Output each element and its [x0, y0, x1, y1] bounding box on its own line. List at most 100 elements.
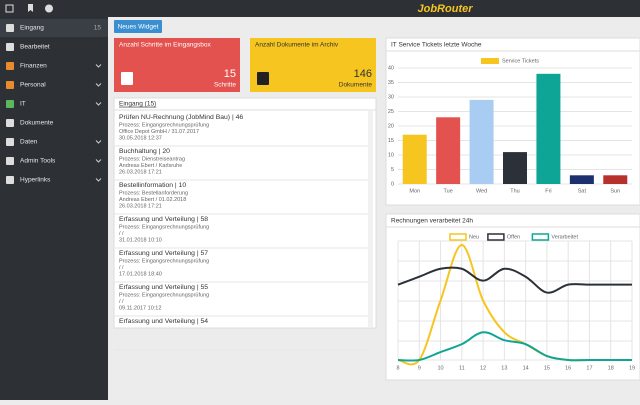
- icon[interactable]: [6, 24, 14, 32]
- icon[interactable]: [5, 4, 14, 13]
- widget-unit: Schritte: [214, 82, 236, 89]
- menu-label[interactable]: Admin Tools: [20, 158, 56, 165]
- icon[interactable]: [28, 4, 33, 12]
- widget-value: 146: [354, 68, 372, 80]
- x-tick-label: 19: [629, 365, 635, 371]
- item-title[interactable]: Erfassung und Verteilung | 57: [119, 250, 208, 257]
- item-title[interactable]: Erfassung und Verteilung | 54: [119, 318, 208, 325]
- icon[interactable]: [6, 157, 14, 165]
- menu-label[interactable]: Personal: [20, 82, 46, 89]
- grid: [398, 240, 632, 361]
- badge: 15: [94, 25, 102, 32]
- menu-label[interactable]: Bearbeitet: [20, 44, 50, 51]
- menu-label[interactable]: Finanzen: [20, 63, 47, 70]
- menu-label[interactable]: Hyperlinks: [20, 177, 51, 184]
- bar: [536, 73, 561, 184]
- menu-label[interactable]: Eingang: [20, 25, 44, 32]
- legend-label: Neu: [469, 234, 479, 240]
- bar: [469, 99, 494, 184]
- item-title[interactable]: Buchhaltung | 20: [119, 148, 170, 155]
- icon[interactable]: [6, 43, 14, 51]
- widget-icon: [257, 72, 269, 85]
- bar: [569, 175, 594, 184]
- inbox-panel: [113, 97, 377, 329]
- x-tick-label: 12: [480, 365, 486, 371]
- chevron[interactable]: [95, 140, 102, 144]
- y-tick-label: 40: [388, 65, 394, 71]
- chevron[interactable]: [95, 178, 102, 182]
- icon[interactable]: [6, 138, 14, 146]
- legend-label: Verarbeitet: [551, 234, 578, 240]
- icon[interactable]: [6, 62, 14, 70]
- chevron[interactable]: [95, 102, 102, 106]
- item-line: 31.01.2018 10:10: [119, 237, 162, 243]
- item-line: Prozess: Bestellanforderung: [119, 190, 188, 196]
- menu-label[interactable]: Daten: [20, 139, 38, 146]
- y-tick-label: 15: [388, 138, 394, 144]
- widget-icon: [121, 72, 133, 85]
- topbar: [0, 0, 640, 17]
- legend-swatch: [449, 233, 467, 241]
- chevron[interactable]: [95, 83, 102, 87]
- item-line: Prozess: Eingangsrechnungsprüfung: [119, 122, 209, 128]
- x-tick-label: Sun: [610, 188, 620, 194]
- bar: [436, 117, 461, 184]
- y-tick-label: 5: [391, 167, 394, 173]
- icon[interactable]: [6, 100, 14, 108]
- x-tick-label: Sat: [578, 188, 587, 194]
- item-line: Office Depot GmbH / 31.07.2017: [119, 129, 199, 135]
- x-tick-label: Mon: [409, 188, 420, 194]
- widget-value: 15: [224, 68, 236, 80]
- item-line: Prozess: Eingangsrechnungsprüfung: [119, 258, 209, 264]
- sidebar: [0, 17, 108, 400]
- menu-label[interactable]: Dokumente: [20, 120, 54, 127]
- logo: JobRouter: [418, 3, 474, 15]
- item-title[interactable]: Erfassung und Verteilung | 55: [119, 284, 208, 291]
- item-line: 17.01.2018 18:40: [119, 271, 162, 277]
- chart-title: Rechnungen verarbeitet 24h: [391, 218, 473, 225]
- x-tick-label: 10: [437, 365, 443, 371]
- item-line: Prozess: Dienstreiseantrag: [119, 156, 185, 162]
- item-line: / /: [119, 299, 124, 305]
- widget: [250, 38, 376, 92]
- bar: [603, 175, 628, 184]
- line: [397, 331, 632, 362]
- item-title[interactable]: Erfassung und Verteilung | 58: [119, 216, 208, 223]
- icon[interactable]: [6, 119, 14, 127]
- icon[interactable]: [45, 4, 53, 13]
- chevron[interactable]: [95, 64, 102, 68]
- item-line: / /: [119, 231, 124, 237]
- item-title[interactable]: Bestellinformation | 10: [119, 182, 186, 189]
- scrollbar: [368, 111, 373, 327]
- legend-swatch: [531, 233, 550, 241]
- widget-unit: Dokumente: [339, 82, 373, 89]
- y-tick-label: 0: [391, 181, 394, 187]
- x-tick-label: 17: [586, 365, 592, 371]
- icon[interactable]: [6, 81, 14, 89]
- button[interactable]: [114, 20, 162, 33]
- active-item: [0, 19, 108, 37]
- y-tick-label: 25: [388, 109, 394, 115]
- x-tick-label: 14: [523, 365, 529, 371]
- x-tick-label: 15: [544, 365, 550, 371]
- widget-title: Anzahl Schritte im Eingangsbox: [119, 42, 212, 49]
- menu-label[interactable]: IT: [20, 101, 26, 108]
- legend-label: Service Tickets: [502, 58, 539, 64]
- icon[interactable]: [6, 176, 14, 184]
- item-line: 09.11.2017 10:12: [119, 305, 161, 311]
- item-title[interactable]: Prüfen NU-Rechnung (JobMind Bau) | 46: [119, 114, 243, 121]
- y-tick-label: 30: [388, 94, 394, 100]
- chart-title: IT Service Tickets letzte Woche: [391, 42, 482, 49]
- inbox-title[interactable]: Eingang (15): [119, 101, 156, 108]
- x-tick-label: 18: [608, 365, 614, 371]
- x-tick-label: Tue: [444, 188, 453, 194]
- item-line: Prozess: Eingangsrechnungsprüfung: [119, 292, 209, 298]
- y-tick-label: 10: [388, 152, 394, 158]
- y-tick-label: 20: [388, 123, 394, 129]
- item-line: Andreas Ebert / 01.02.2018: [119, 197, 186, 203]
- item-line: Prozess: Eingangsrechnungsprüfung: [119, 224, 209, 230]
- item-line: 26.03.2018 17:21: [119, 203, 162, 209]
- chevron[interactable]: [95, 159, 102, 163]
- button-label[interactable]: Neues Widget: [118, 24, 159, 31]
